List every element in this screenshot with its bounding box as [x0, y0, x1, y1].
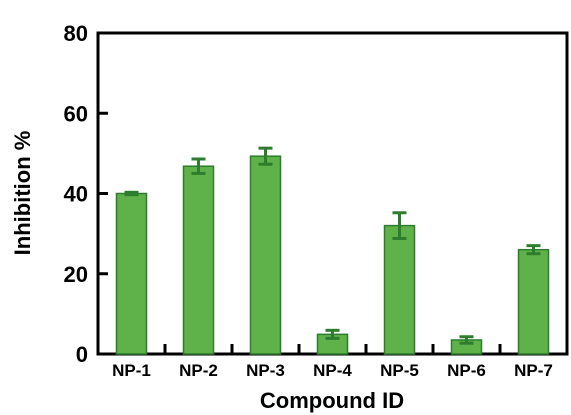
- x-tick-label: NP-5: [380, 361, 419, 380]
- bar-np-3: [249, 155, 282, 355]
- y-axis-ticks: 0 20 40 60 80: [64, 21, 108, 367]
- error-bar-np-5: [392, 211, 407, 240]
- y-tick-label: 60: [64, 101, 88, 126]
- y-tick-label: 0: [76, 342, 88, 367]
- error-bar-np-3: [258, 146, 273, 166]
- bar-np-5: [383, 224, 416, 355]
- error-bar-np-6: [459, 335, 474, 345]
- error-bar-np-2: [191, 157, 206, 175]
- y-axis-label: Inhibition %: [10, 131, 35, 256]
- y-tick-label: 20: [64, 262, 88, 287]
- bar-np-2: [182, 165, 215, 355]
- bar-np-7: [517, 248, 550, 355]
- error-bar-np-4: [325, 328, 340, 340]
- y-tick-label: 80: [64, 21, 88, 46]
- x-axis-ticks: NP-1 NP-2 NP-3 NP-4 NP-5 NP-6 NP-7: [112, 344, 553, 380]
- x-tick-label: NP-2: [179, 361, 218, 380]
- x-axis-label: Compound ID: [260, 388, 404, 413]
- x-tick-label: NP-1: [112, 361, 151, 380]
- x-tick-label: NP-7: [514, 361, 553, 380]
- plot-frame: [96, 31, 569, 356]
- error-bars: [124, 146, 541, 345]
- error-bar-np-7: [526, 244, 541, 256]
- y-tick-label: 40: [64, 182, 88, 207]
- bar-np-1: [115, 192, 148, 355]
- x-tick-label: NP-3: [246, 361, 285, 380]
- x-tick-label: NP-4: [313, 361, 352, 380]
- bars: [115, 155, 550, 355]
- x-tick-label: NP-6: [447, 361, 486, 380]
- error-bar-np-1: [124, 190, 139, 197]
